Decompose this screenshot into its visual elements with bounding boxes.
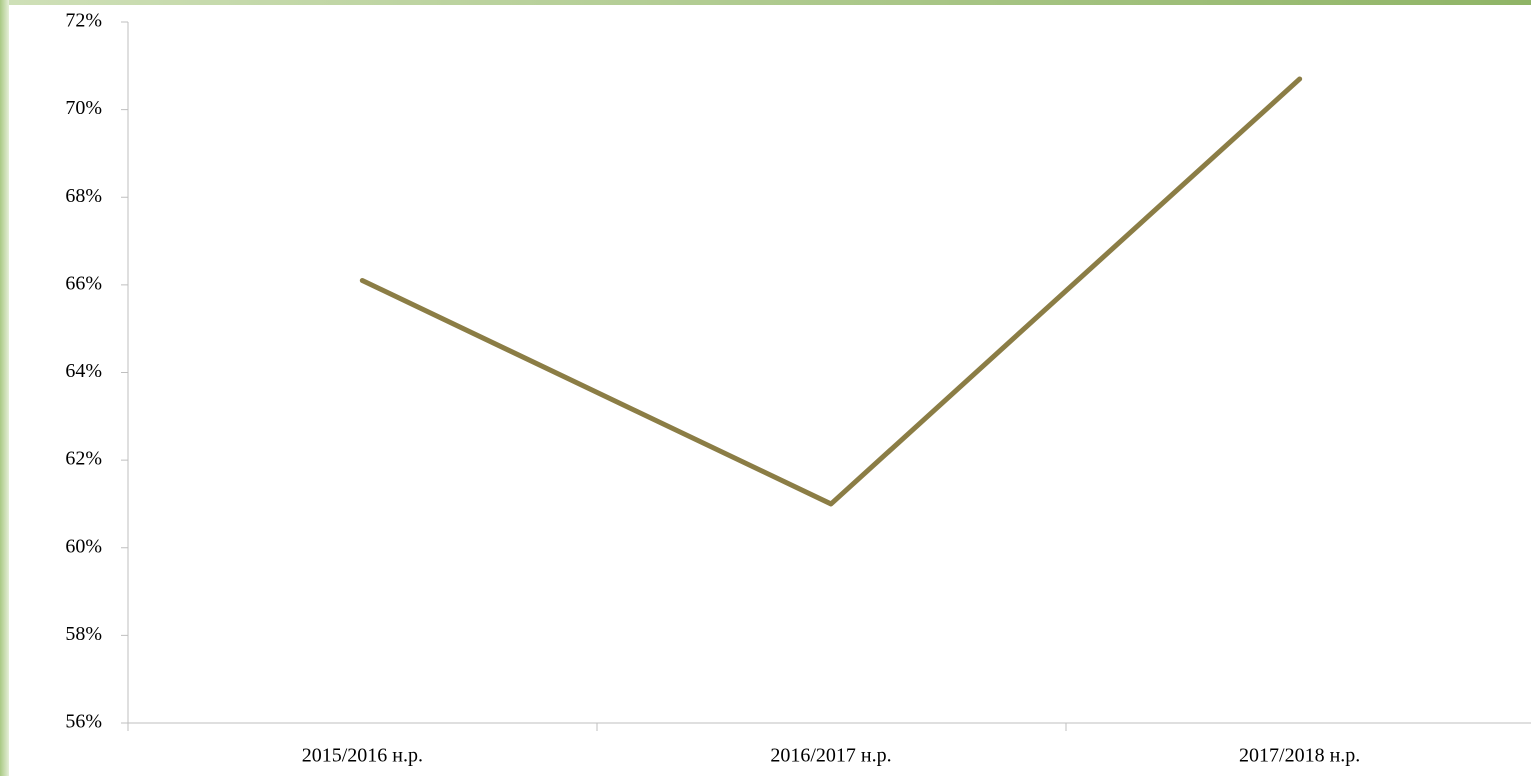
line-series [359, 76, 1303, 507]
x-tick-label: 2017/2018 н.р. [1239, 745, 1360, 767]
left-border [0, 0, 9, 776]
y-tick-label: 60% [65, 535, 102, 557]
y-tick-label: 62% [65, 448, 102, 470]
y-tick-label: 56% [65, 711, 102, 733]
top-border [0, 0, 1531, 5]
y-tick-label: 66% [65, 272, 102, 294]
y-tick-label: 70% [65, 97, 102, 119]
x-tick-label: 2015/2016 н.р. [302, 745, 423, 767]
y-tick-label: 68% [65, 185, 102, 207]
x-tick-label: 2016/2017 н.р. [770, 745, 891, 767]
y-tick-label: 64% [65, 360, 102, 382]
y-tick-label: 72% [65, 10, 102, 32]
y-tick-label: 58% [65, 623, 102, 645]
